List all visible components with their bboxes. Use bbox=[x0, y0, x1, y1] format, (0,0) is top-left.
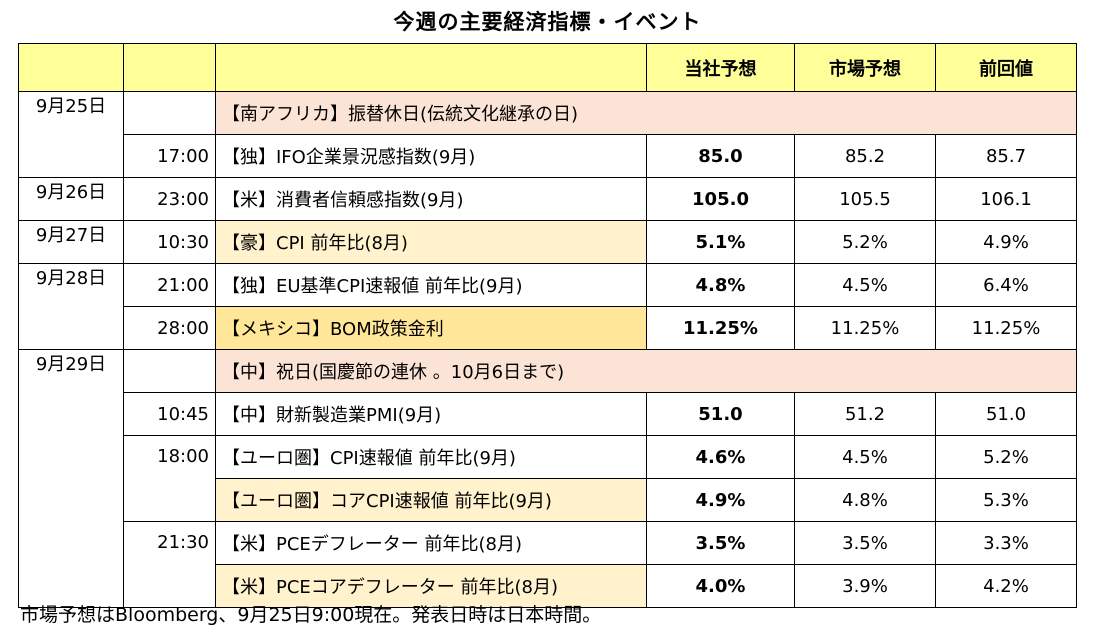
event-cell: 【独】IFO企業景況感指数(9月) bbox=[215, 134, 647, 178]
own-forecast-cell: 51.0 bbox=[646, 392, 795, 436]
date-cell: 9月26日 bbox=[18, 177, 124, 221]
own-forecast-cell: 85.0 bbox=[646, 134, 795, 178]
table-row: 【米】PCEコアデフレーター 前年比(8月) 4.0% 3.9% 4.2% bbox=[19, 564, 1077, 608]
table-row: 10:45 【中】財新製造業PMI(9月) 51.0 51.2 51.0 bbox=[19, 392, 1077, 436]
date-cell: 9月25日 bbox=[18, 91, 124, 178]
own-forecast-cell: 4.9% bbox=[646, 478, 795, 522]
header-market-forecast: 市場予想 bbox=[794, 43, 936, 92]
time-cell: 21:00 bbox=[123, 263, 216, 307]
table-row: 28:00 【メキシコ】BOM政策金利 11.25% 11.25% 11.25% bbox=[19, 306, 1077, 350]
previous-cell: 85.7 bbox=[935, 134, 1077, 178]
previous-cell: 6.4% bbox=[935, 263, 1077, 307]
header-time bbox=[123, 43, 216, 92]
own-forecast-cell: 4.6% bbox=[646, 435, 795, 479]
market-forecast-cell: 11.25% bbox=[794, 306, 936, 350]
event-cell: 【メキシコ】BOM政策金利 bbox=[215, 306, 647, 350]
market-forecast-cell: 105.5 bbox=[794, 177, 936, 221]
header-previous: 前回値 bbox=[935, 43, 1077, 92]
date-cell: 9月27日 bbox=[18, 220, 124, 264]
market-forecast-cell: 3.9% bbox=[794, 564, 936, 608]
event-cell: 【ユーロ圏】コアCPI速報値 前年比(9月) bbox=[215, 478, 647, 522]
time-cell: 23:00 bbox=[123, 177, 216, 221]
own-forecast-cell: 4.8% bbox=[646, 263, 795, 307]
footer-note: 市場予想はBloomberg、9月25日9:00現在。発表日時は日本時間。 bbox=[20, 604, 602, 626]
table-row: 9月28日 21:00 【独】EU基準CPI速報値 前年比(9月) 4.8% 4… bbox=[18, 263, 1077, 350]
previous-cell: 4.2% bbox=[935, 564, 1077, 608]
page-title: 今週の主要経済指標・イベント bbox=[393, 10, 702, 34]
date-cell: 9月29日 bbox=[18, 349, 124, 608]
market-forecast-cell: 3.5% bbox=[794, 521, 936, 565]
header-own-forecast: 当社予想 bbox=[646, 43, 795, 92]
market-forecast-cell: 4.5% bbox=[794, 263, 936, 307]
time-cell: 10:30 bbox=[123, 220, 216, 264]
event-cell: 【ユーロ圏】CPI速報値 前年比(9月) bbox=[215, 435, 647, 479]
event-cell: 【米】消費者信頼感指数(9月) bbox=[215, 177, 647, 221]
header-date bbox=[18, 43, 124, 92]
time-cell: 10:45 bbox=[123, 392, 216, 436]
own-forecast-cell: 105.0 bbox=[646, 177, 795, 221]
time-cell bbox=[123, 91, 216, 135]
own-forecast-cell: 5.1% bbox=[646, 220, 795, 264]
previous-cell: 4.9% bbox=[935, 220, 1077, 264]
time-cell: 17:00 bbox=[123, 134, 216, 178]
table-row: 9月29日 【中】祝日(国慶節の連休 。10月6日まで) bbox=[18, 349, 1077, 608]
table-row: 9月25日 【南アフリカ】振替休日(伝統文化継承の日) bbox=[18, 91, 1077, 178]
table-row: 9月26日 23:00 【米】消費者信頼感指数(9月) 105.0 105.5 … bbox=[18, 177, 1077, 221]
own-forecast-cell: 4.0% bbox=[646, 564, 795, 608]
event-cell: 【南アフリカ】振替休日(伝統文化継承の日) bbox=[215, 91, 1077, 135]
event-cell: 【中】祝日(国慶節の連休 。10月6日まで) bbox=[215, 349, 1077, 393]
previous-cell: 51.0 bbox=[935, 392, 1077, 436]
event-cell: 【豪】CPI 前年比(8月) bbox=[215, 220, 647, 264]
time-cell: 28:00 bbox=[123, 306, 216, 350]
previous-cell: 5.3% bbox=[935, 478, 1077, 522]
table-row: 18:00 【ユーロ圏】CPI速報値 前年比(9月) 4.6% 4.5% 5.2… bbox=[19, 435, 1077, 522]
previous-cell: 5.2% bbox=[935, 435, 1077, 479]
header-row: 当社予想 市場予想 前回値 bbox=[18, 43, 1077, 92]
previous-cell: 11.25% bbox=[935, 306, 1077, 350]
table-row: 21:30 【米】PCEデフレーター 前年比(8月) 3.5% 3.5% 3.3… bbox=[19, 521, 1077, 608]
event-cell: 【米】PCEデフレーター 前年比(8月) bbox=[215, 521, 647, 565]
previous-cell: 106.1 bbox=[935, 177, 1077, 221]
market-forecast-cell: 4.8% bbox=[794, 478, 936, 522]
previous-cell: 3.3% bbox=[935, 521, 1077, 565]
time-cell: 18:00 bbox=[123, 435, 216, 522]
market-forecast-cell: 4.5% bbox=[794, 435, 936, 479]
market-forecast-cell: 5.2% bbox=[794, 220, 936, 264]
table-row: 【ユーロ圏】コアCPI速報値 前年比(9月) 4.9% 4.8% 5.3% bbox=[19, 478, 1077, 522]
market-forecast-cell: 51.2 bbox=[794, 392, 936, 436]
time-cell: 21:30 bbox=[123, 521, 216, 608]
market-forecast-cell: 85.2 bbox=[794, 134, 936, 178]
own-forecast-cell: 11.25% bbox=[646, 306, 795, 350]
event-cell: 【独】EU基準CPI速報値 前年比(9月) bbox=[215, 263, 647, 307]
date-cell: 9月28日 bbox=[18, 263, 124, 350]
time-cell bbox=[123, 349, 216, 393]
table-row: 9月27日 10:30 【豪】CPI 前年比(8月) 5.1% 5.2% 4.9… bbox=[18, 220, 1077, 264]
event-cell: 【米】PCEコアデフレーター 前年比(8月) bbox=[215, 564, 647, 608]
event-cell: 【中】財新製造業PMI(9月) bbox=[215, 392, 647, 436]
own-forecast-cell: 3.5% bbox=[646, 521, 795, 565]
indicator-table: 当社予想 市場予想 前回値 9月25日 【南アフリカ】振替休日(伝統文化継承の日… bbox=[18, 43, 1077, 608]
header-event bbox=[215, 43, 647, 92]
table-row: 17:00 【独】IFO企業景況感指数(9月) 85.0 85.2 85.7 bbox=[19, 134, 1077, 178]
